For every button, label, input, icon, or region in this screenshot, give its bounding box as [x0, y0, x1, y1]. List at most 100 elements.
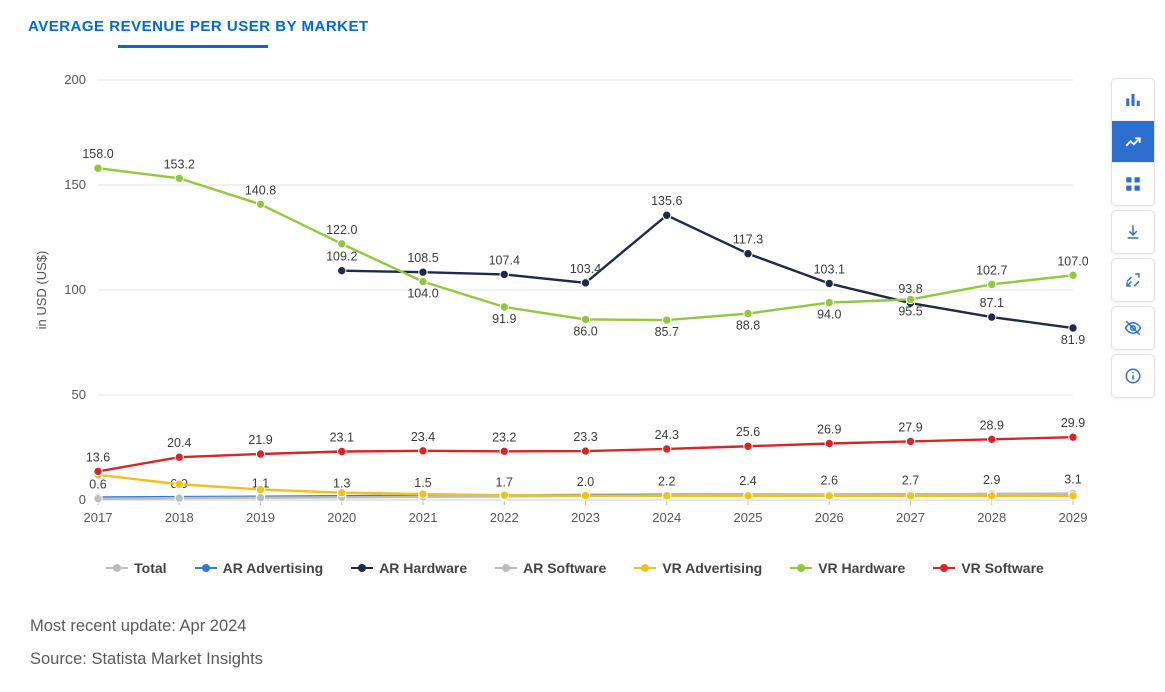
title-underline [118, 45, 268, 48]
svg-text:100: 100 [64, 282, 86, 297]
bar-chart-icon [1124, 91, 1142, 109]
svg-text:135.6: 135.6 [651, 194, 682, 208]
svg-text:2.6: 2.6 [821, 474, 838, 488]
legend-label: Total [134, 560, 166, 576]
legend-item-ar-advertising[interactable]: AR Advertising [195, 560, 324, 576]
svg-text:2018: 2018 [165, 510, 194, 525]
download-icon [1124, 223, 1142, 241]
svg-text:26.9: 26.9 [817, 423, 841, 437]
svg-text:2026: 2026 [815, 510, 844, 525]
legend-item-vr-advertising[interactable]: VR Advertising [634, 560, 762, 576]
legend-label: VR Software [961, 560, 1043, 576]
svg-text:102.7: 102.7 [976, 263, 1007, 277]
legend-label: AR Software [523, 560, 606, 576]
svg-text:0.6: 0.6 [89, 478, 106, 492]
svg-text:108.5: 108.5 [407, 251, 438, 265]
chart-title: AVERAGE REVENUE PER USER BY MARKET [28, 18, 1137, 35]
legend-item-vr-hardware[interactable]: VR Hardware [790, 560, 905, 576]
svg-text:122.0: 122.0 [326, 223, 357, 237]
chart-toolbar [1111, 78, 1155, 398]
legend-label: AR Hardware [379, 560, 467, 576]
svg-text:in USD (US$): in USD (US$) [34, 251, 49, 330]
svg-text:140.8: 140.8 [245, 183, 276, 197]
svg-text:21.9: 21.9 [248, 433, 272, 447]
svg-text:86.0: 86.0 [573, 324, 597, 338]
svg-text:50: 50 [72, 387, 86, 402]
svg-text:0: 0 [79, 492, 86, 507]
svg-text:2019: 2019 [246, 510, 275, 525]
eye-off-button[interactable] [1112, 307, 1154, 349]
svg-text:24.3: 24.3 [655, 428, 679, 442]
svg-text:23.1: 23.1 [330, 430, 354, 444]
svg-text:109.2: 109.2 [326, 250, 357, 264]
eye-off-icon [1124, 319, 1142, 337]
svg-text:1.7: 1.7 [496, 475, 513, 489]
svg-text:2.0: 2.0 [577, 475, 594, 489]
svg-text:27.9: 27.9 [898, 420, 922, 434]
svg-text:2.7: 2.7 [902, 473, 919, 487]
svg-text:23.2: 23.2 [492, 430, 516, 444]
svg-text:1.5: 1.5 [414, 476, 431, 490]
svg-text:107.4: 107.4 [489, 253, 520, 267]
svg-text:2021: 2021 [409, 510, 438, 525]
grid-button[interactable] [1112, 163, 1154, 205]
svg-text:2022: 2022 [490, 510, 519, 525]
svg-text:200: 200 [64, 72, 86, 87]
svg-text:2025: 2025 [734, 510, 763, 525]
svg-text:29.9: 29.9 [1061, 416, 1085, 430]
legend-item-ar-hardware[interactable]: AR Hardware [351, 560, 467, 576]
svg-text:153.2: 153.2 [164, 157, 195, 171]
svg-text:2017: 2017 [84, 510, 113, 525]
svg-text:2020: 2020 [327, 510, 356, 525]
legend-label: AR Advertising [223, 560, 324, 576]
svg-text:25.6: 25.6 [736, 425, 760, 439]
info-icon [1124, 367, 1142, 385]
info-button[interactable] [1112, 355, 1154, 397]
svg-text:3.1: 3.1 [1064, 472, 1081, 486]
svg-text:81.9: 81.9 [1061, 333, 1085, 347]
grid-icon [1124, 175, 1142, 193]
svg-text:2024: 2024 [652, 510, 681, 525]
legend-item-total[interactable]: Total [106, 560, 166, 576]
legend-label: VR Advertising [662, 560, 762, 576]
svg-text:88.8: 88.8 [736, 319, 760, 333]
update-text: Most recent update: Apr 2024 [30, 610, 263, 643]
svg-text:150: 150 [64, 177, 86, 192]
bar-chart-button[interactable] [1112, 79, 1154, 121]
svg-text:23.4: 23.4 [411, 430, 435, 444]
chart-legend: Total AR Advertising AR Hardware AR Softwar… [60, 560, 1090, 576]
fullscreen-icon [1124, 271, 1142, 289]
line-chart-icon [1124, 133, 1142, 151]
svg-text:28.9: 28.9 [980, 418, 1004, 432]
svg-text:91.9: 91.9 [492, 312, 516, 326]
legend-label: VR Hardware [818, 560, 905, 576]
svg-text:93.8: 93.8 [898, 282, 922, 296]
svg-text:2029: 2029 [1059, 510, 1088, 525]
svg-text:158.0: 158.0 [82, 147, 113, 161]
revenue-line-chart: 0 50 100 150 200 2017 2018 2019 2020 2021 2022 2023… [28, 60, 1088, 560]
svg-text:85.7: 85.7 [655, 325, 679, 339]
fullscreen-button[interactable] [1112, 259, 1154, 301]
svg-text:2.9: 2.9 [983, 473, 1000, 487]
legend-item-ar-software[interactable]: AR Software [495, 560, 606, 576]
svg-text:103.1: 103.1 [814, 262, 845, 276]
svg-text:94.0: 94.0 [817, 308, 841, 322]
svg-text:87.1: 87.1 [980, 296, 1004, 310]
source-text: Source: Statista Market Insights [30, 643, 263, 676]
legend-item-vr-software[interactable]: VR Software [933, 560, 1043, 576]
svg-text:13.6: 13.6 [86, 450, 110, 464]
svg-text:2.4: 2.4 [739, 474, 756, 488]
svg-text:2023: 2023 [571, 510, 600, 525]
svg-text:20.4: 20.4 [167, 436, 191, 450]
svg-text:104.0: 104.0 [407, 287, 438, 301]
svg-text:2027: 2027 [896, 510, 925, 525]
svg-text:95.5: 95.5 [898, 304, 922, 318]
svg-text:103.4: 103.4 [570, 262, 601, 276]
svg-text:117.3: 117.3 [733, 233, 763, 247]
line-chart-button[interactable] [1112, 121, 1154, 163]
svg-text:23.3: 23.3 [573, 430, 597, 444]
download-button[interactable] [1112, 211, 1154, 253]
svg-text:107.0: 107.0 [1057, 254, 1088, 268]
svg-text:2028: 2028 [977, 510, 1006, 525]
svg-text:2.2: 2.2 [658, 474, 675, 488]
